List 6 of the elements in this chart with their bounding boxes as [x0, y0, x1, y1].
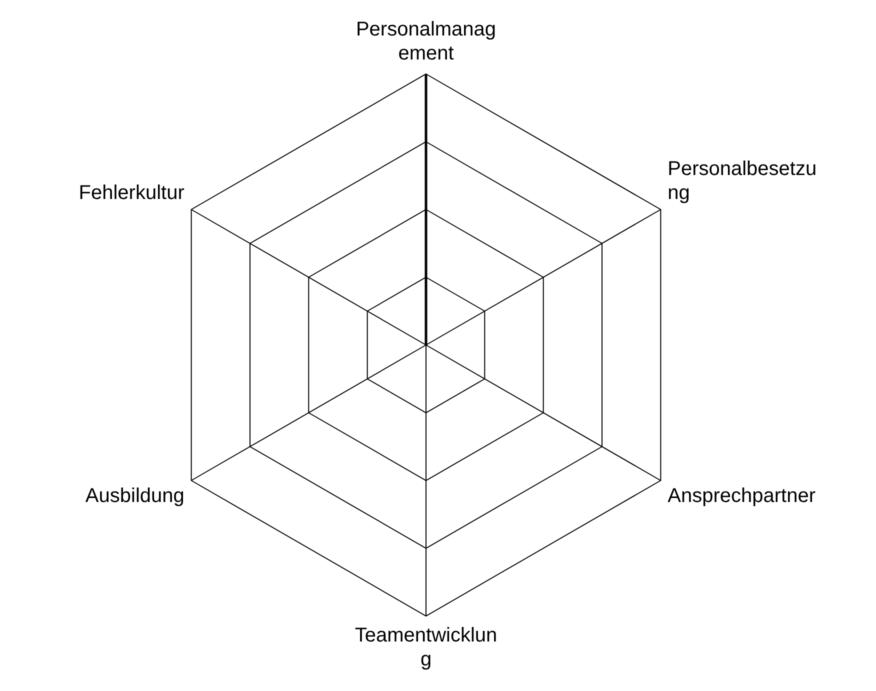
spoke-label: Ansprechpartner: [668, 485, 816, 508]
spoke-label: Teamentwicklung: [354, 624, 498, 671]
spoke-label: Fehlerkultur: [78, 182, 185, 204]
spoke-label: Ausbildung: [85, 485, 184, 508]
spoke-label: Personalbesetzung: [668, 158, 817, 204]
spoke-label: Personalmanagement: [356, 18, 496, 65]
